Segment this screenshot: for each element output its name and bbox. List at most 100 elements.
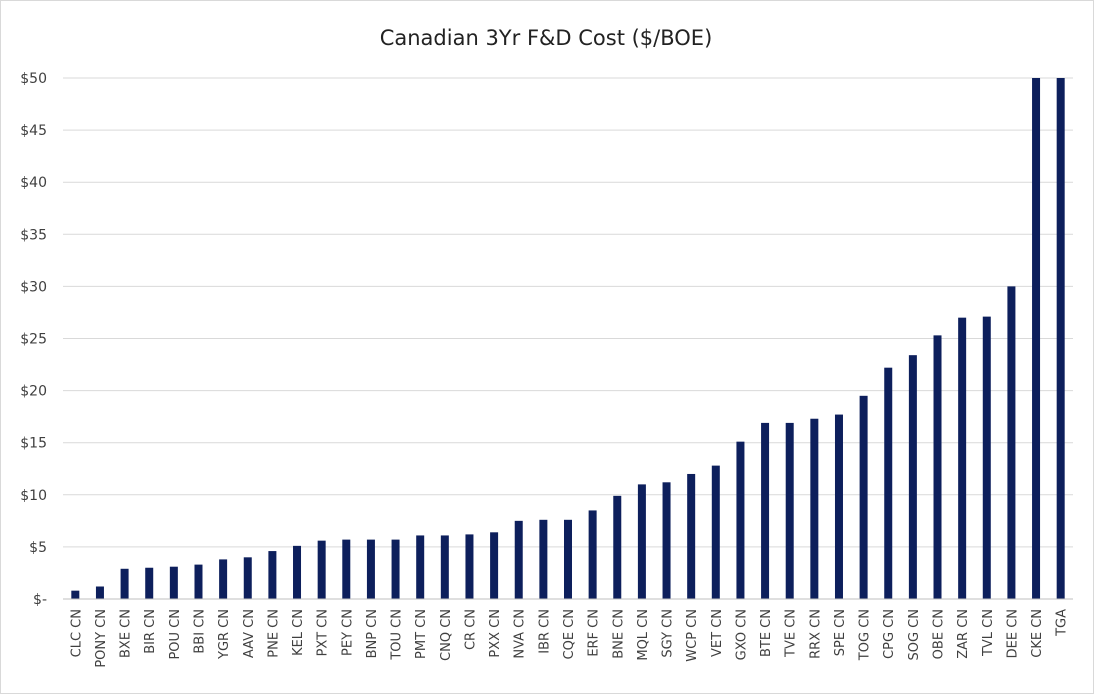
x-tick-label: TVL CN <box>981 609 996 657</box>
y-tick-label: $35 <box>20 227 47 243</box>
bar <box>637 484 646 599</box>
y-tick-label: $50 <box>20 71 47 87</box>
bar <box>1007 286 1016 599</box>
x-tick-label: VET CN <box>710 609 725 657</box>
bar <box>711 465 720 599</box>
x-tick-label: BTE CN <box>759 609 774 657</box>
x-tick-label: ERF CN <box>587 609 602 657</box>
y-axis-tick-labels: $- $5 $10 $15 $20 $25 $30 $35 $40 $45 $50 <box>20 71 47 608</box>
bar <box>834 414 843 599</box>
y-tick-label: $5 <box>29 540 47 556</box>
x-tick-label: BXE CN <box>119 609 134 658</box>
x-tick-label: BNE CN <box>611 609 626 659</box>
y-tick-label: $40 <box>20 175 47 191</box>
bar <box>1032 78 1041 599</box>
gridlines <box>63 77 1073 548</box>
bar <box>194 564 203 599</box>
x-tick-label: SGY CN <box>661 609 676 658</box>
y-tick-label: $10 <box>20 488 47 504</box>
x-tick-label: CLC CN <box>69 609 84 657</box>
bar <box>317 540 326 599</box>
bar <box>736 441 745 599</box>
x-tick-label: GXO CN <box>734 609 749 660</box>
x-tick-label: TGA <box>1055 609 1070 637</box>
x-tick-label: PNE CN <box>266 609 281 658</box>
bar <box>95 586 104 599</box>
x-tick-label: IBR CN <box>537 609 552 654</box>
bar <box>169 566 178 599</box>
bar <box>933 335 942 599</box>
x-tick-label: MQL CN <box>636 609 651 661</box>
bar <box>490 532 499 599</box>
x-tick-label: BNP CN <box>365 609 380 658</box>
bar <box>219 559 228 599</box>
bar <box>391 539 400 599</box>
bar <box>440 535 449 599</box>
x-tick-label: YGR CN <box>217 609 232 660</box>
x-tick-label: DEE CN <box>1005 609 1020 658</box>
bar <box>662 482 671 599</box>
bar <box>465 534 474 599</box>
bar <box>342 539 351 599</box>
bar <box>293 545 302 599</box>
chart-title: Canadian 3Yr F&D Cost ($/BOE) <box>380 26 713 50</box>
x-tick-label: TVE CN <box>784 609 799 658</box>
bar <box>859 395 868 599</box>
bar <box>613 495 622 599</box>
x-tick-label: CKE CN <box>1030 609 1045 658</box>
bar <box>514 520 523 599</box>
bar <box>810 418 819 599</box>
x-tick-label: CPG CN <box>882 609 897 659</box>
y-tick-label: $20 <box>20 384 47 400</box>
y-tick-label: $30 <box>20 279 47 295</box>
x-tick-label: TOG CN <box>858 609 873 661</box>
x-tick-label: PMT CN <box>414 609 429 659</box>
y-tick-label: $45 <box>20 123 47 139</box>
bar <box>268 551 277 599</box>
x-tick-label: CQE CN <box>562 609 577 659</box>
x-axis-tick-labels: CLC CN PONY CN BXE CN BIR CN POU CN BBI CN YGR… <box>69 609 1069 668</box>
bar <box>588 510 597 599</box>
x-tick-label: KEL CN <box>291 609 306 656</box>
bar <box>908 355 917 599</box>
bar <box>145 567 154 599</box>
x-tick-label: NVA CN <box>513 609 528 659</box>
x-tick-label: BIR CN <box>143 609 158 654</box>
x-tick-label: CNQ CN <box>439 609 454 661</box>
bar <box>1056 78 1065 599</box>
x-tick-label: PXX CN <box>488 609 503 658</box>
x-tick-label: OBE CN <box>932 609 947 659</box>
x-tick-label: SOG CN <box>907 609 922 661</box>
x-tick-label: RRX CN <box>808 609 823 659</box>
x-tick-label: PONY CN <box>94 609 109 668</box>
bars <box>71 78 1065 599</box>
x-tick-label: CR CN <box>463 609 478 650</box>
bar <box>687 473 696 599</box>
y-tick-label: $- <box>33 592 47 608</box>
bar <box>982 316 991 599</box>
x-tick-label: PEY CN <box>340 609 355 656</box>
bar <box>884 367 893 599</box>
x-tick-label: ZAR CN <box>956 609 971 659</box>
bar <box>416 535 425 599</box>
y-tick-label: $15 <box>20 436 47 452</box>
bar <box>761 422 770 599</box>
x-tick-label: SPE CN <box>833 609 848 656</box>
bar <box>71 590 80 599</box>
bar <box>958 317 967 599</box>
bar <box>785 422 794 599</box>
bar <box>120 568 129 599</box>
y-tick-label: $25 <box>20 332 47 348</box>
x-tick-label: TOU CN <box>390 609 405 661</box>
bar <box>539 519 548 599</box>
x-tick-label: BBI CN <box>192 609 207 654</box>
bar <box>564 519 572 599</box>
bar <box>243 557 252 599</box>
bar <box>366 539 375 599</box>
x-tick-label: WCP CN <box>685 609 700 662</box>
x-tick-label: PXT CN <box>316 609 331 656</box>
x-tick-label: POU CN <box>168 609 183 660</box>
x-tick-label: AAV CN <box>242 609 257 658</box>
